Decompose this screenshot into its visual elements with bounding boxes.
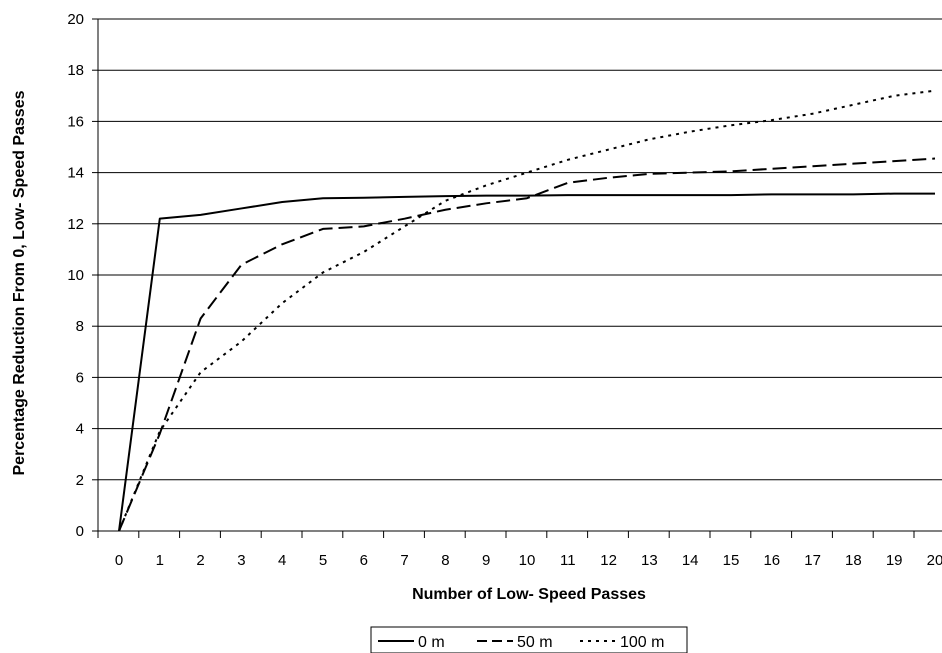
x-tick-label: 3 [237, 552, 245, 569]
y-tick-label: 8 [76, 318, 84, 335]
x-tick-label: 19 [886, 552, 903, 569]
x-tick-label: 10 [519, 552, 536, 569]
legend-label: 50 m [517, 634, 553, 651]
y-tick-labels: 0 2 4 6 8 10 12 14 16 18 20 [67, 11, 84, 540]
y-tick-label: 16 [67, 113, 84, 130]
series-line-100-m [118, 89, 936, 532]
y-tick-label: 20 [67, 11, 84, 28]
x-tick-label: 12 [600, 552, 617, 569]
x-tick-label: 20 [927, 552, 942, 569]
y-tick-label: 0 [76, 523, 84, 540]
series-line-50-m [118, 157, 936, 532]
y-tick-label: 12 [67, 216, 84, 233]
x-tick-labels: 0 1 2 3 4 5 6 7 8 9 10 11 12 13 14 15 16 17 18 19 20 [115, 552, 942, 569]
y-tick-label: 2 [76, 472, 84, 489]
x-axis-title: Number of Low- Speed Passes [412, 586, 646, 603]
gridlines [98, 18, 942, 481]
x-tick-label: 16 [763, 552, 780, 569]
legend-label: 100 m [620, 634, 664, 651]
y-tick-label: 18 [67, 62, 84, 79]
x-tick-label: 5 [319, 552, 327, 569]
y-tick-label: 14 [67, 165, 84, 182]
y-tick-label: 4 [76, 421, 84, 438]
x-tick-label: 8 [441, 552, 449, 569]
x-tick-label: 17 [804, 552, 821, 569]
y-tick-label: 10 [67, 267, 84, 284]
x-tick-label: 4 [278, 552, 286, 569]
legend-items: 0 m 50 m 100 m [378, 634, 664, 651]
x-tick-label: 1 [156, 552, 164, 569]
x-tick-label: 11 [560, 552, 576, 569]
x-tick-label: 0 [115, 552, 123, 569]
x-tick-label: 7 [400, 552, 408, 569]
axes [92, 18, 942, 538]
legend: 0 m 50 m 100 m [370, 626, 688, 653]
series-line-0-m [118, 192, 935, 532]
series-lines [118, 89, 936, 532]
x-tick-label: 18 [845, 552, 862, 569]
x-tick-label: 6 [360, 552, 368, 569]
x-tick-label: 14 [682, 552, 699, 569]
x-tick-label: 9 [482, 552, 490, 569]
legend-label: 0 m [418, 634, 445, 651]
y-tick-label: 6 [76, 369, 84, 386]
legend-box [370, 626, 688, 653]
x-tick-label: 13 [641, 552, 658, 569]
x-tick-label: 2 [196, 552, 204, 569]
x-tick-label: 15 [723, 552, 740, 569]
y-axis-title: Percentage Reduction From 0, Low- Speed … [11, 90, 28, 475]
